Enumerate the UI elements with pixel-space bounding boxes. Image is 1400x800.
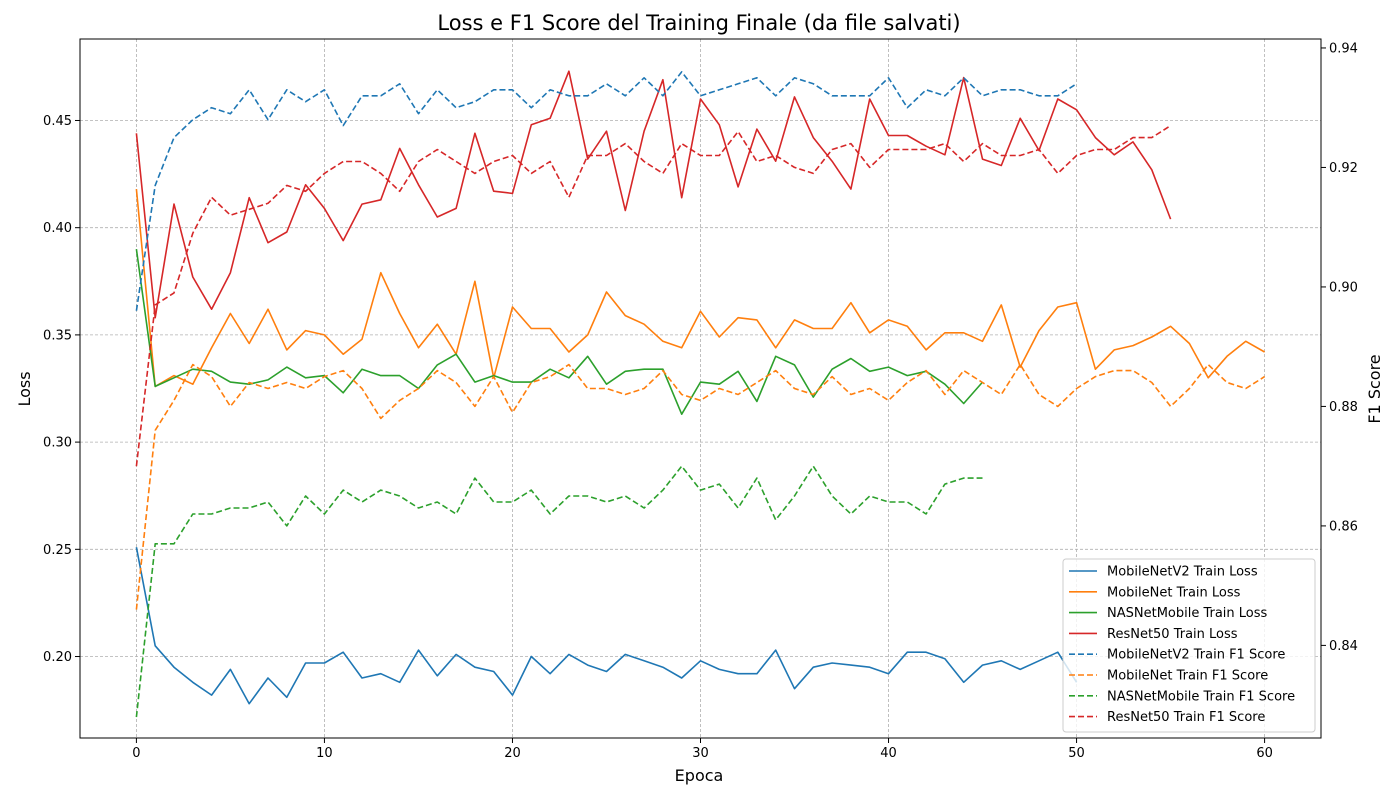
chart-title: Loss e F1 Score del Training Finale (da … [437,11,960,35]
x-axis-label: Epoca [675,766,724,785]
series-line-resnet50-train-loss [135,70,1172,319]
y-axis-label: Loss [15,371,34,406]
legend-entry-nasnetmobile-train-loss: NASNetMobile Train Loss [1107,606,1268,621]
y2-tick-label: 0.94 [1329,41,1358,56]
legend-box [1062,558,1316,733]
x-tick-label: 30 [692,746,709,761]
series-line-mobilenet-train-loss [135,189,1265,388]
x-tick-label: 50 [1068,746,1085,761]
y2-axis-ticks: 0.84 0.86 0.88 0.90 0.92 0.94 [1321,41,1358,654]
y2-tick-label: 0.84 [1329,639,1358,654]
legend-entry-mobilenet-train-loss: MobileNet Train Loss [1107,585,1241,600]
y2-axis-label: F1 Score [1365,354,1384,423]
legend-entry-resnet50-train-loss: ResNet50 Train Loss [1107,627,1238,642]
legend-entry-resnet50-train-f1-score: ResNet50 Train F1 Score [1107,710,1265,725]
legend-entry-mobilenetv2-train-loss: MobileNetV2 Train Loss [1107,565,1258,580]
series-line-nasnetmobile-train-f1-score [135,465,983,718]
y2-tick-label: 0.88 [1329,400,1358,415]
legend-entry-nasnetmobile-train-f1-score: NASNetMobile Train F1 Score [1107,689,1295,704]
x-axis-ticks: 0 10 20 30 40 50 60 [132,738,1273,761]
x-tick-label: 40 [880,746,897,761]
legend-entry-mobilenet-train-f1-score: MobileNet Train F1 Score [1107,669,1268,684]
x-tick-label: 0 [132,746,140,761]
y2-tick-label: 0.90 [1329,280,1358,295]
series-lines [135,70,1266,718]
y2-tick-label: 0.86 [1329,519,1358,534]
legend: MobileNetV2 Train Loss MobileNet Train Lo… [1062,558,1316,733]
series-line-nasnetmobile-train-loss [135,248,984,416]
series-line-mobilenetv2-train-loss [135,547,1078,705]
series-line-mobilenetv2-train-f1-score [135,71,1078,311]
y-axis-ticks: 0.20 0.25 0.30 0.35 0.40 0.45 [43,114,80,665]
y-tick-label: 0.25 [43,543,72,558]
y2-tick-label: 0.92 [1329,161,1358,176]
series-line-resnet50-train-f1-score [135,124,1172,467]
y-tick-label: 0.20 [43,650,72,665]
x-tick-label: 10 [316,746,333,761]
x-tick-label: 20 [504,746,521,761]
x-tick-label: 60 [1256,746,1273,761]
series-line-mobilenet-train-f1-score [135,363,1266,610]
legend-entry-mobilenetv2-train-f1-score: MobileNetV2 Train F1 Score [1107,648,1285,663]
y-tick-label: 0.45 [43,114,72,129]
y-tick-label: 0.30 [43,436,72,451]
y-tick-label: 0.35 [43,328,72,343]
y-tick-label: 0.40 [43,221,72,236]
